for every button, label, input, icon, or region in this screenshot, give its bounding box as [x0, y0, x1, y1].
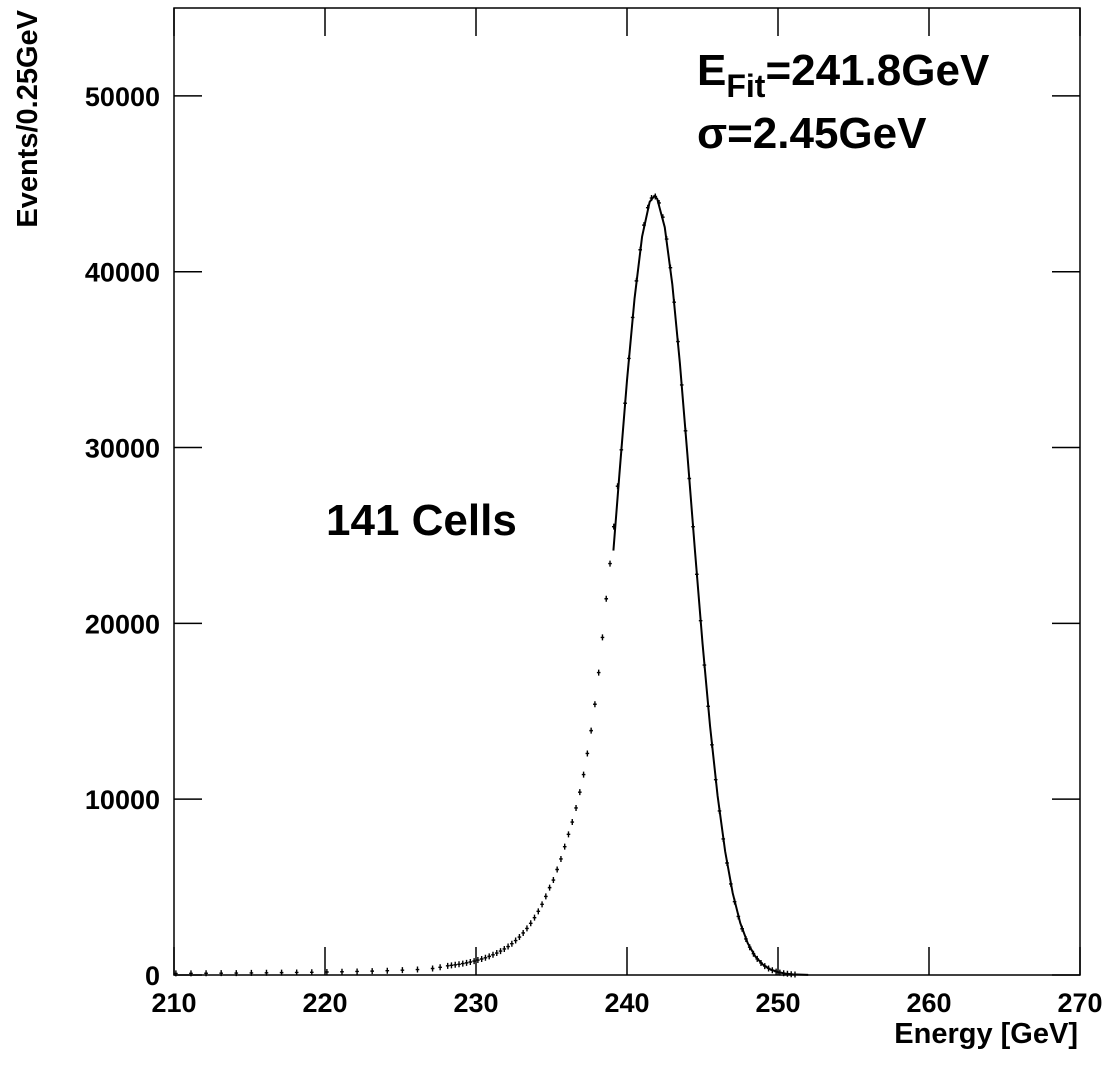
data-point [476, 957, 480, 964]
data-point [551, 877, 556, 884]
data-point [279, 969, 284, 976]
data-point [570, 819, 575, 826]
cells-annotation: 141 Cells [326, 496, 517, 545]
data-point [513, 937, 518, 944]
x-tick-label: 220 [302, 988, 347, 1018]
data-point [585, 750, 590, 757]
data-point [581, 771, 586, 778]
data-point [502, 945, 507, 952]
data-point [578, 789, 582, 796]
x-tick-label: 210 [151, 988, 196, 1018]
data-point [547, 884, 552, 891]
data-point [460, 960, 465, 967]
plot-frame [173, 7, 1081, 976]
annotation-text: =241.8GeV [765, 46, 989, 95]
data-point [600, 634, 605, 641]
data-point [309, 969, 314, 976]
data-point [189, 970, 193, 977]
data-point [574, 804, 578, 811]
data-point [174, 970, 178, 977]
data-point [487, 953, 492, 960]
fit-energy-annotation: EFit=241.8GeV [697, 46, 990, 104]
data-point [589, 727, 593, 734]
data-point [604, 595, 609, 602]
annotation-symbol: E [697, 46, 726, 95]
data-point [483, 954, 488, 961]
data-point [532, 914, 537, 921]
data-point [528, 920, 533, 927]
data-point [494, 950, 499, 957]
data-point [491, 951, 495, 958]
y-tick-label: 30000 [85, 434, 160, 464]
x-tick-label: 240 [604, 988, 649, 1018]
data-point [521, 929, 525, 936]
data-point [536, 908, 541, 915]
y-tick-label: 50000 [85, 82, 160, 112]
data-point [385, 967, 390, 974]
x-tick-label: 250 [755, 988, 800, 1018]
sigma-annotation: σ=2.45GeV [697, 109, 927, 158]
data-point [464, 959, 469, 966]
data-point [355, 968, 359, 975]
x-tick-label: 270 [1057, 988, 1102, 1018]
x-axis-title: Energy [GeV] [894, 1018, 1078, 1050]
data-point [249, 969, 254, 976]
fit-curve [612, 194, 809, 976]
data-point [457, 961, 461, 968]
data-point [540, 901, 544, 908]
data-point [559, 855, 563, 862]
data-point [510, 940, 514, 947]
data-point [562, 843, 567, 850]
y-tick-label: 10000 [85, 785, 160, 815]
y-tick-label: 40000 [85, 258, 160, 288]
data-point [438, 964, 442, 971]
data-point [325, 969, 329, 976]
data-point [566, 831, 571, 838]
y-tick-label: 20000 [85, 609, 160, 639]
data-point [204, 970, 208, 977]
data-point [506, 943, 510, 950]
data-point [555, 866, 559, 873]
data-point [479, 956, 484, 963]
data-point [593, 701, 597, 708]
data-point [294, 969, 299, 976]
data-point [340, 968, 344, 975]
data-point [608, 560, 612, 567]
x-tick-label: 230 [453, 988, 498, 1018]
annotation-subscript: Fit [726, 68, 765, 104]
data-point [468, 958, 473, 965]
data-point [525, 925, 529, 932]
data-point [445, 962, 450, 969]
y-axis-title: Events/0.25GeV [12, 9, 44, 227]
data-point [449, 962, 454, 969]
data-point [234, 970, 239, 977]
data-point [219, 970, 223, 977]
data-point [596, 669, 601, 676]
data-point [430, 965, 435, 972]
data-point [498, 948, 503, 955]
y-tick-label: 0 [145, 961, 160, 991]
data-point [544, 893, 548, 900]
data-point [415, 966, 420, 973]
data-point [453, 961, 458, 968]
data-point [264, 969, 269, 976]
data-point [370, 968, 374, 975]
data-point [517, 934, 522, 941]
x-tick-label: 260 [906, 988, 951, 1018]
data-point [472, 958, 476, 965]
data-point [400, 967, 405, 974]
